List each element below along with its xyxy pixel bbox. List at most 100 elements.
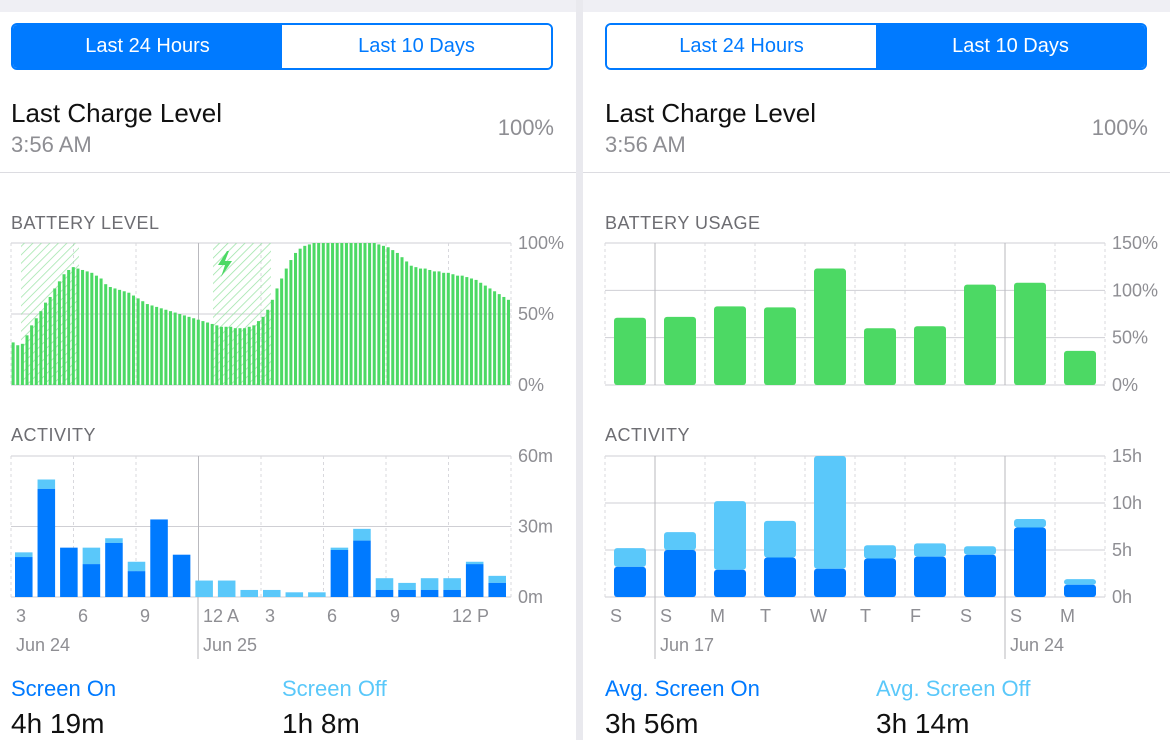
avg-screen-on-bar — [664, 550, 696, 597]
x-tick-label: T — [860, 606, 871, 626]
battery-level-bar — [90, 272, 94, 385]
avg-screen-on-bar — [1014, 527, 1046, 597]
battery-usage-heading: BATTERY USAGE — [605, 213, 761, 233]
battery-level-bar — [39, 311, 43, 385]
avg-screen-on-legend: Avg. Screen On 3h 56m — [605, 676, 760, 740]
y-tick-label: 5h — [1112, 540, 1132, 560]
battery-level-bar — [419, 268, 423, 385]
x-tick-label: S — [1010, 606, 1022, 626]
avg-screen-on-value: 3h 56m — [605, 708, 699, 739]
battery-level-bar — [432, 271, 436, 385]
screen-on-bar — [82, 564, 101, 597]
battery-level-bar — [483, 285, 487, 385]
battery-level-bar — [131, 295, 135, 385]
battery-level-bar — [312, 243, 316, 385]
battery-level-bar — [344, 243, 348, 385]
battery-level-bar — [173, 312, 177, 385]
lightning-bolt-icon — [218, 251, 232, 277]
battery-level-bar — [44, 302, 48, 385]
battery-usage-bar — [664, 316, 696, 385]
battery-level-bar — [423, 268, 427, 385]
screen-on-bar — [172, 554, 191, 597]
battery-level-bar — [298, 248, 302, 385]
x-tick-label: S — [610, 606, 622, 626]
battery-level-bar — [67, 269, 71, 385]
battery-level-bar — [377, 244, 381, 385]
y-tick-label: 0% — [1112, 375, 1138, 393]
battery-level-bar — [182, 315, 186, 385]
avg-screen-on-bar — [914, 556, 946, 597]
battery-level-bar — [270, 299, 274, 385]
tab-last-10-days[interactable]: Last 10 Days — [876, 25, 1145, 68]
avg-screen-off-legend: Avg. Screen Off 3h 14m — [876, 676, 1031, 740]
battery-level-bar — [30, 325, 34, 385]
battery-level-bar — [280, 278, 284, 385]
screen-off-bar — [217, 580, 236, 597]
time-range-segmented-control: Last 24 Hours Last 10 Days — [11, 23, 553, 70]
avg-screen-off-bar — [964, 546, 996, 555]
screen-on-value: 4h 19m — [11, 708, 105, 739]
battery-level-bar — [465, 277, 469, 385]
last-charge-value: 100% — [1091, 115, 1148, 140]
divider — [0, 172, 576, 173]
battery-level-bar — [94, 275, 98, 385]
battery-panel-24h: Last 24 Hours Last 10 Days Last Charge L… — [0, 0, 576, 740]
battery-level-bar — [243, 328, 247, 385]
battery-level-bar — [479, 282, 483, 385]
battery-level-bar — [266, 309, 270, 385]
battery-level-bar — [76, 268, 80, 385]
battery-level-bar — [159, 308, 163, 385]
screen-off-bar — [443, 578, 461, 590]
tab-last-24-hours[interactable]: Last 24 Hours — [13, 25, 282, 68]
screen-on-bar — [127, 571, 146, 597]
battery-level-bar — [391, 250, 395, 385]
tab-last-10-days[interactable]: Last 10 Days — [282, 25, 551, 68]
y-tick-label: 100% — [518, 233, 564, 253]
screen-off-bar — [37, 479, 56, 489]
battery-level-bar — [25, 335, 29, 385]
screen-on-bar — [420, 589, 439, 597]
battery-level-bar — [386, 247, 390, 385]
battery-level-bar — [502, 296, 506, 385]
activity-chart: 60m 30m 0m 3 6 9 12 A 3 6 9 12 P Jun 24 Jun 25 — [10, 446, 553, 659]
battery-level-bar — [99, 278, 103, 385]
x-tick-label: M — [710, 606, 725, 626]
date-label: Jun 25 — [203, 635, 257, 655]
battery-level-bar — [349, 243, 353, 385]
battery-level-bar — [11, 342, 15, 385]
tab-last-24-hours[interactable]: Last 24 Hours — [607, 25, 876, 68]
battery-level-bar — [442, 272, 446, 385]
screen-on-bar — [488, 582, 506, 597]
y-tick-label: 100% — [1112, 280, 1158, 300]
avg-screen-on-bar — [714, 569, 746, 597]
avg-screen-off-value: 3h 14m — [876, 708, 970, 739]
battery-level-bar — [497, 294, 501, 385]
battery-level-bar — [53, 288, 57, 385]
screen-off-bar — [240, 589, 258, 597]
battery-level-bar — [178, 314, 182, 385]
avg-screen-off-bar — [614, 548, 646, 567]
avg-screen-off-bar — [1064, 579, 1096, 585]
battery-level-bar — [414, 267, 418, 385]
battery-level-bar — [456, 275, 460, 385]
avg-screen-on-bar — [814, 568, 846, 597]
x-tick-label: 9 — [390, 606, 400, 626]
screen-on-bar — [353, 540, 371, 597]
x-tick-label: 9 — [140, 606, 150, 626]
screen-off-bar — [285, 592, 304, 597]
battery-level-bar — [71, 267, 75, 385]
battery-level-bar — [85, 271, 89, 385]
screen-off-value: 1h 8m — [282, 708, 360, 739]
avg-screen-on-bar — [864, 558, 896, 597]
y-tick-label: 60m — [518, 446, 553, 466]
battery-level-bar — [252, 325, 256, 385]
x-tick-label: 3 — [16, 606, 26, 626]
battery-level-bar — [122, 291, 126, 385]
battery-level-bar — [289, 260, 293, 385]
battery-level-bar — [201, 321, 205, 385]
last-charge-value: 100% — [497, 115, 554, 140]
divider — [583, 172, 1170, 173]
avg-screen-on-bar — [1064, 584, 1096, 597]
time-range-segmented-control: Last 24 Hours Last 10 Days — [605, 23, 1147, 70]
battery-level-bar — [104, 284, 108, 385]
